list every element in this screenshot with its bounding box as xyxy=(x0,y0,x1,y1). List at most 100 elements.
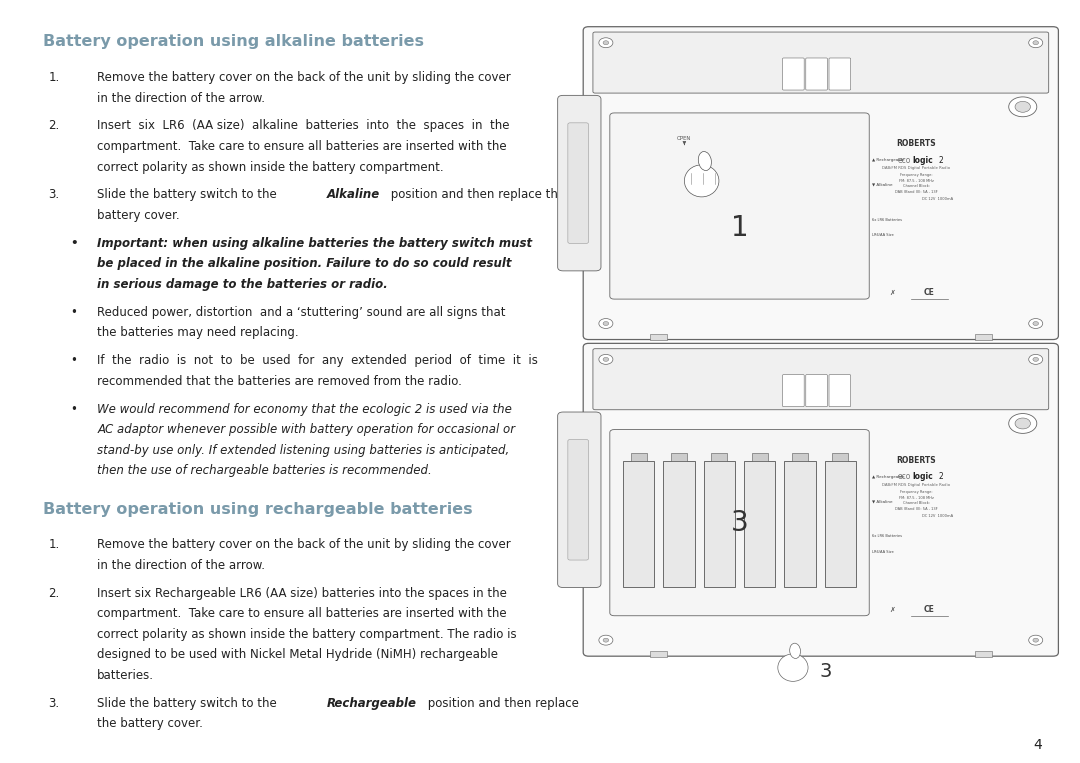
Text: batteries.: batteries. xyxy=(97,669,154,682)
Bar xyxy=(824,462,856,588)
Text: compartment.  Take care to ensure all batteries are inserted with the: compartment. Take care to ensure all bat… xyxy=(97,140,507,153)
Circle shape xyxy=(1015,418,1030,429)
Circle shape xyxy=(603,40,609,45)
Text: 3: 3 xyxy=(731,509,748,536)
Text: correct polarity as shown inside the battery compartment.: correct polarity as shown inside the bat… xyxy=(97,160,444,173)
Text: logic: logic xyxy=(913,472,933,481)
Ellipse shape xyxy=(699,152,712,171)
Text: ROBERTS: ROBERTS xyxy=(896,456,935,465)
Text: be placed in the alkaline position. Failure to do so could result: be placed in the alkaline position. Fail… xyxy=(97,257,512,270)
FancyBboxPatch shape xyxy=(783,375,805,407)
Text: 6x LR6 Batteries: 6x LR6 Batteries xyxy=(873,534,903,539)
Text: the batteries may need replacing.: the batteries may need replacing. xyxy=(97,327,299,340)
Text: Frequency Range:: Frequency Range: xyxy=(900,173,932,178)
Circle shape xyxy=(599,635,613,645)
Text: the battery cover.: the battery cover. xyxy=(97,717,203,730)
Ellipse shape xyxy=(789,643,800,658)
Bar xyxy=(703,462,735,588)
Text: ✗: ✗ xyxy=(889,290,895,296)
FancyBboxPatch shape xyxy=(783,58,805,90)
Bar xyxy=(974,651,991,657)
Bar xyxy=(784,462,815,588)
Text: LR6/AA Size: LR6/AA Size xyxy=(873,233,894,237)
Circle shape xyxy=(603,638,609,642)
FancyBboxPatch shape xyxy=(568,123,589,243)
Text: DC 12V  1000mA: DC 12V 1000mA xyxy=(922,513,954,517)
FancyBboxPatch shape xyxy=(583,27,1058,340)
Circle shape xyxy=(1032,638,1039,642)
Text: position and then replace: position and then replace xyxy=(424,697,579,710)
Text: 1: 1 xyxy=(731,214,748,242)
Text: •: • xyxy=(70,403,77,416)
FancyBboxPatch shape xyxy=(806,375,827,407)
Circle shape xyxy=(603,357,609,362)
Text: •: • xyxy=(70,354,77,367)
Bar xyxy=(712,452,727,462)
Circle shape xyxy=(599,37,613,48)
Circle shape xyxy=(1032,321,1039,326)
Text: ✗: ✗ xyxy=(889,607,895,613)
Bar xyxy=(631,452,647,462)
FancyBboxPatch shape xyxy=(557,412,600,588)
Ellipse shape xyxy=(778,654,808,681)
FancyBboxPatch shape xyxy=(806,58,827,90)
Bar xyxy=(833,452,848,462)
Text: 1.: 1. xyxy=(49,538,59,551)
Text: correct polarity as shown inside the battery compartment. The radio is: correct polarity as shown inside the bat… xyxy=(97,628,517,641)
Text: Slide the battery switch to the: Slide the battery switch to the xyxy=(97,188,281,201)
FancyBboxPatch shape xyxy=(593,349,1049,410)
Text: logic: logic xyxy=(913,156,933,165)
Text: DAB/FM RDS Digital Portable Radio: DAB/FM RDS Digital Portable Radio xyxy=(882,482,950,487)
FancyBboxPatch shape xyxy=(829,58,851,90)
Text: •: • xyxy=(70,237,78,250)
Text: AC adaptor whenever possible with battery operation for occasional or: AC adaptor whenever possible with batter… xyxy=(97,423,515,436)
Text: eco: eco xyxy=(897,472,910,481)
Text: compartment.  Take care to ensure all batteries are inserted with the: compartment. Take care to ensure all bat… xyxy=(97,607,507,620)
Circle shape xyxy=(1032,40,1039,45)
Text: ▼ Alkaline: ▼ Alkaline xyxy=(873,499,893,504)
Text: recommended that the batteries are removed from the radio.: recommended that the batteries are remov… xyxy=(97,375,462,388)
Text: 2: 2 xyxy=(939,472,944,481)
FancyBboxPatch shape xyxy=(829,375,851,407)
Text: 3.: 3. xyxy=(49,697,59,710)
Circle shape xyxy=(603,321,609,326)
Text: 2.: 2. xyxy=(49,587,59,600)
Bar xyxy=(671,452,687,462)
Bar xyxy=(744,462,775,588)
Bar xyxy=(752,452,768,462)
FancyBboxPatch shape xyxy=(610,113,869,299)
Text: If  the  radio  is  not  to  be  used  for  any  extended  period  of  time  it : If the radio is not to be used for any e… xyxy=(97,354,538,367)
Text: battery cover.: battery cover. xyxy=(97,209,180,222)
Text: eco: eco xyxy=(897,156,910,165)
Text: 2: 2 xyxy=(939,156,944,165)
Text: Frequency Range:: Frequency Range: xyxy=(900,490,932,494)
Text: CE: CE xyxy=(923,288,934,298)
Text: 2.: 2. xyxy=(49,119,59,132)
Text: 3: 3 xyxy=(820,662,833,681)
Text: 6x LR6 Batteries: 6x LR6 Batteries xyxy=(873,217,903,222)
Bar xyxy=(792,452,808,462)
Text: OPEN: OPEN xyxy=(677,136,691,141)
Text: then the use of rechargeable batteries is recommended.: then the use of rechargeable batteries i… xyxy=(97,465,432,478)
FancyBboxPatch shape xyxy=(610,430,869,616)
Text: Reduced power, distortion  and a ‘stuttering’ sound are all signs that: Reduced power, distortion and a ‘stutter… xyxy=(97,306,505,319)
Text: Slide the battery switch to the: Slide the battery switch to the xyxy=(97,697,281,710)
Text: Channel Block:: Channel Block: xyxy=(903,501,930,505)
Bar xyxy=(650,334,667,340)
Text: 4: 4 xyxy=(1034,738,1042,752)
Text: in the direction of the arrow.: in the direction of the arrow. xyxy=(97,92,266,105)
Text: designed to be used with Nickel Metal Hydride (NiMH) rechargeable: designed to be used with Nickel Metal Hy… xyxy=(97,649,498,662)
Text: Battery operation using alkaline batteries: Battery operation using alkaline batteri… xyxy=(43,34,424,50)
Text: in serious damage to the batteries or radio.: in serious damage to the batteries or ra… xyxy=(97,278,388,291)
Text: 3.: 3. xyxy=(49,188,59,201)
Text: ROBERTS: ROBERTS xyxy=(896,139,935,148)
Text: Channel Block:: Channel Block: xyxy=(903,185,930,188)
Text: We would recommend for economy that the ecologic 2 is used via the: We would recommend for economy that the … xyxy=(97,403,512,416)
Text: position and then replace the: position and then replace the xyxy=(387,188,565,201)
Text: FM: 87.5 - 108 MHz: FM: 87.5 - 108 MHz xyxy=(899,179,933,183)
Ellipse shape xyxy=(685,165,719,197)
Bar xyxy=(663,462,694,588)
Text: Remove the battery cover on the back of the unit by sliding the cover: Remove the battery cover on the back of … xyxy=(97,538,511,551)
Circle shape xyxy=(599,354,613,365)
Text: ▲ Rechargeable: ▲ Rechargeable xyxy=(873,158,905,163)
